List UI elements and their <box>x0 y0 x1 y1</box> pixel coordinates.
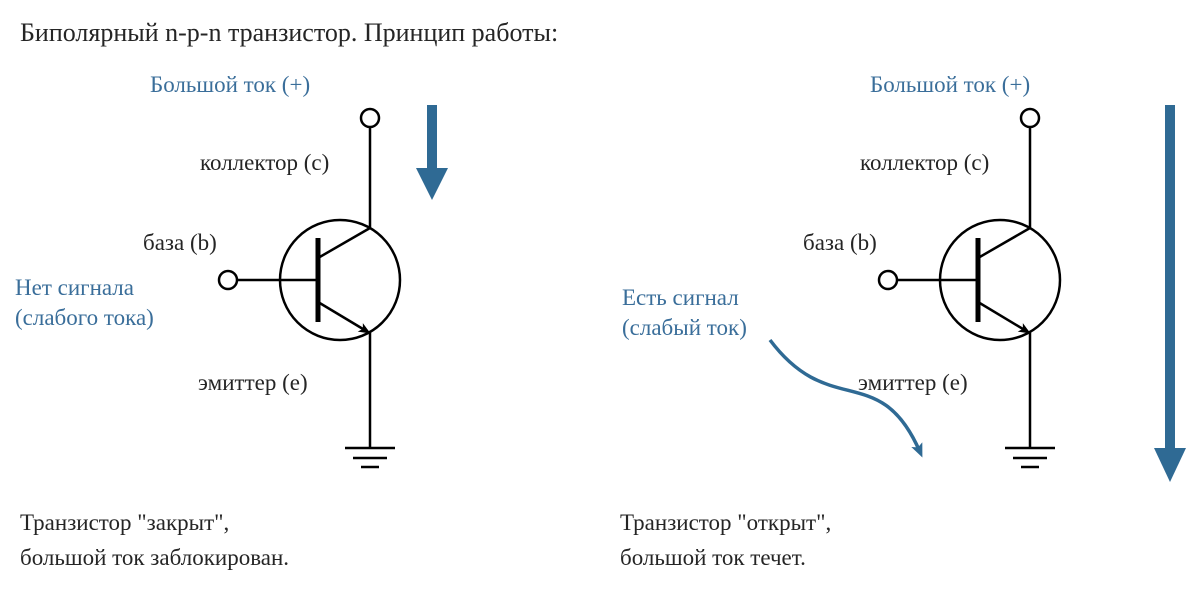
right-signal-curved-arrow <box>770 340 920 452</box>
right-emitter-diag <box>978 302 1028 332</box>
left-collector-terminal-icon <box>361 109 379 127</box>
right-collector-diag <box>978 228 1030 258</box>
left-current-arrow <box>416 105 448 200</box>
left-transistor-group <box>219 109 400 467</box>
right-transistor-group <box>879 109 1060 467</box>
left-emitter-diag <box>318 302 368 332</box>
right-current-arrow <box>1154 105 1186 482</box>
right-collector-terminal-icon <box>1021 109 1039 127</box>
right-base-terminal-icon <box>879 271 897 289</box>
left-collector-diag <box>318 228 370 258</box>
left-base-terminal-icon <box>219 271 237 289</box>
schematic-svg <box>0 0 1200 600</box>
